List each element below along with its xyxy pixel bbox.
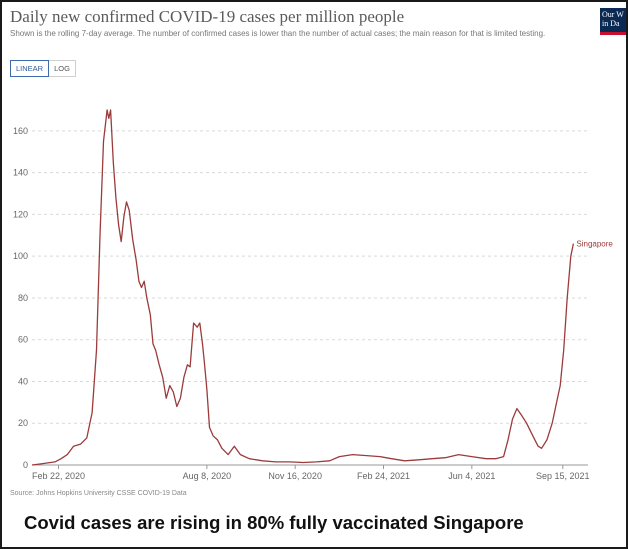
scale-toggle: LINEAR LOG <box>10 60 76 77</box>
y-tick-label: 0 <box>23 460 28 470</box>
x-tick-label: Nov 16, 2020 <box>268 471 322 481</box>
source-note: Source: Johns Hopkins University CSSE CO… <box>10 490 187 497</box>
chart-subtitle: Shown is the rolling 7-day average. The … <box>10 29 546 38</box>
x-tick-label: Feb 22, 2020 <box>32 471 85 481</box>
y-tick-label: 100 <box>13 251 28 261</box>
x-tick-label: Aug 8, 2020 <box>183 471 232 481</box>
y-tick-label: 80 <box>18 293 28 303</box>
x-tick-label: Jun 4, 2021 <box>448 471 495 481</box>
y-tick-label: 120 <box>13 209 28 219</box>
chart-title: Daily new confirmed COVID-19 cases per m… <box>10 7 405 26</box>
series-line-singapore <box>31 109 575 466</box>
x-tick-label: Sep 15, 2021 <box>536 471 590 481</box>
y-tick-label: 140 <box>13 168 28 178</box>
log-scale-button[interactable]: LOG <box>49 60 76 77</box>
owid-logo[interactable]: Our W in Da <box>600 8 626 35</box>
logo-text: Our W in Da <box>602 10 624 28</box>
linear-scale-button[interactable]: LINEAR <box>10 60 50 77</box>
y-tick-label: 60 <box>18 335 28 345</box>
caption: Covid cases are rising in 80% fully vacc… <box>24 512 524 533</box>
line-chart: 0 20 40 60 80 100 120 140 160 Feb 22, 2020 Aug 8, … <box>13 109 613 481</box>
series-label: Singapore <box>576 240 613 249</box>
y-tick-label: 20 <box>18 418 28 428</box>
y-tick-label: 40 <box>18 376 28 386</box>
x-tick-label: Feb 24, 2021 <box>357 471 410 481</box>
y-tick-label: 160 <box>13 126 28 136</box>
